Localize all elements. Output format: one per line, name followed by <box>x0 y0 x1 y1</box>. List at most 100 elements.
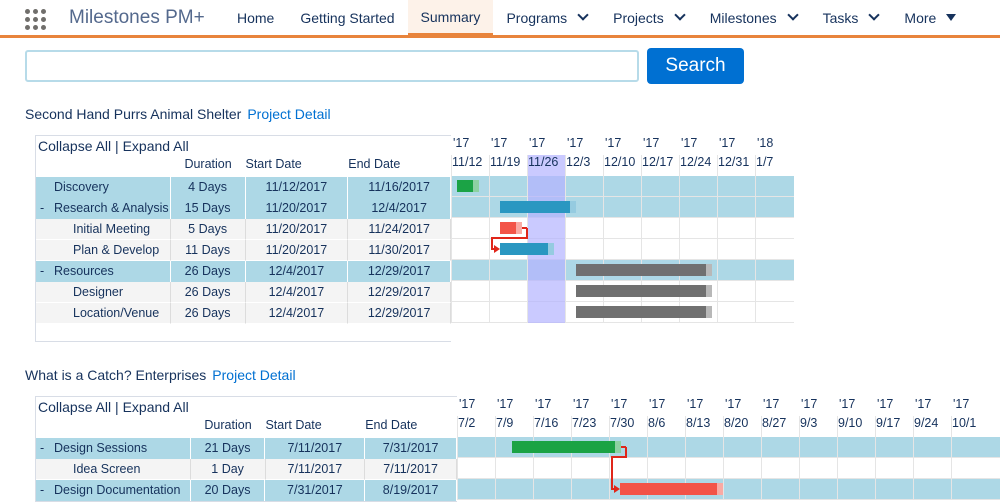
task-name-cell: Initial Meeting <box>36 219 171 240</box>
table-row[interactable]: - Design Documentation 20 Days 7/31/2017 8/1… <box>36 480 457 501</box>
current-week-highlight <box>527 155 565 323</box>
nav-more[interactable]: More <box>891 0 969 35</box>
expand-all-link[interactable]: Expand All <box>122 138 189 154</box>
chevron-down-icon <box>868 9 881 21</box>
app-launcher-grid-icon[interactable] <box>25 9 47 31</box>
table-header-row: Duration Start Date End Date <box>36 156 451 177</box>
gantt-year-label: '17 <box>643 136 660 150</box>
gantt-week-column-line <box>913 416 914 500</box>
nav-projects[interactable]: Projects <box>600 0 697 35</box>
gantt-row-divider <box>451 280 794 281</box>
gantt-week-column-line <box>495 416 496 500</box>
gantt-date-label: 1/7 <box>756 155 774 169</box>
gantt-year-label: '17 <box>605 136 622 150</box>
gantt-date-label: 12/31 <box>718 155 750 169</box>
gantt-task-bar[interactable] <box>576 285 712 297</box>
table-row[interactable]: Discovery 4 Days 11/12/2017 11/16/2017 <box>36 177 451 198</box>
table-row[interactable]: Location/Venue 26 Days 12/4/2017 12/29/2017 <box>36 303 451 324</box>
task-name: Resources <box>54 264 114 278</box>
chevron-down-icon <box>674 9 686 21</box>
gantt-week-column-line <box>761 416 762 500</box>
gantt-task-bar[interactable] <box>512 441 621 453</box>
nav-home[interactable]: Home <box>224 0 287 35</box>
gantt-year-label: '17 <box>491 136 508 150</box>
table-row[interactable]: Initial Meeting 5 Days 11/20/2017 11/24/201… <box>36 219 451 240</box>
nav-milestones-label: Milestones <box>709 9 777 26</box>
gantt-row-divider <box>457 478 1000 479</box>
app-name: Milestones PM+ <box>69 7 205 28</box>
gantt-date-label: 7/2 <box>458 416 476 430</box>
collapse-all-link[interactable]: Collapse All <box>38 138 112 154</box>
gantt-week-column-line <box>603 155 604 323</box>
nav-programs-label: Programs <box>506 9 568 26</box>
gantt-year-label: '17 <box>535 397 552 411</box>
collapse-expand-bar: Collapse All | Expand All <box>36 397 457 417</box>
gantt-chart: '17 11/12 '17 11/19 '17 11/26 '17 12/3 '17 12/10 '… <box>451 135 794 323</box>
nav-milestones[interactable]: Milestones <box>697 0 810 35</box>
gantt-row-divider <box>457 457 1000 458</box>
search-button[interactable]: Search <box>647 48 744 84</box>
gantt-task-bar[interactable] <box>620 483 723 495</box>
nav-getting-started[interactable]: Getting Started <box>287 0 407 35</box>
project-detail-link[interactable]: Project Detail <box>212 367 296 383</box>
gantt-year-label: '17 <box>763 397 780 411</box>
gantt-task-bar[interactable] <box>576 264 712 276</box>
gantt-week-column-line <box>951 416 952 500</box>
nav-summary[interactable]: Summary <box>407 0 494 36</box>
task-duration: 20 Days <box>191 480 266 501</box>
task-duration: 5 Days <box>170 219 246 240</box>
task-end-date: 12/4/2017 <box>348 198 451 219</box>
task-duration: 26 Days <box>171 261 246 282</box>
gantt-year-label: '17 <box>567 136 584 150</box>
nav-tasks[interactable]: Tasks <box>810 0 892 35</box>
table-row[interactable]: - Resources 26 Days 12/4/2017 12/29/2017 <box>36 261 451 282</box>
dependency-link-line <box>491 237 528 239</box>
table-row[interactable]: - Design Sessions 21 Days 7/11/2017 7/31/201… <box>36 438 457 459</box>
gantt-row-divider <box>451 196 794 197</box>
nav-programs[interactable]: Programs <box>493 0 600 35</box>
expand-all-link[interactable]: Expand All <box>122 399 189 415</box>
table-row[interactable]: Designer 26 Days 12/4/2017 12/29/2017 <box>36 282 451 303</box>
table-row[interactable]: Idea Screen 1 Day 7/11/2017 7/11/2017 <box>36 459 457 480</box>
nav-summary-label: Summary <box>420 8 481 25</box>
gantt-row-divider <box>451 301 794 302</box>
gantt-date-label: 12/17 <box>642 155 674 169</box>
gantt-task-bar[interactable] <box>500 222 522 234</box>
collapse-toggle-icon[interactable]: - <box>40 264 45 278</box>
task-duration: 1 Day <box>190 459 266 480</box>
gantt-date-label: 12/24 <box>680 155 712 169</box>
gantt-task-bar[interactable] <box>576 306 712 318</box>
collapse-toggle-icon[interactable]: - <box>40 201 45 215</box>
collapse-all-link[interactable]: Collapse All <box>38 399 112 415</box>
table-row[interactable]: Plan & Develop 11 Days 11/20/2017 11/30/201… <box>36 240 451 261</box>
project-detail-link[interactable]: Project Detail <box>247 106 331 122</box>
task-name: Designer <box>73 285 124 299</box>
gantt-year-label: '17 <box>915 397 932 411</box>
gantt-task-bar[interactable] <box>500 243 554 255</box>
column-header-duration: Duration <box>184 157 232 171</box>
task-start-date: 11/20/2017 <box>245 219 349 240</box>
task-name: Research & Analysis <box>54 201 169 215</box>
gantt-week-column-line <box>451 155 452 323</box>
gantt-row-divider <box>451 259 794 260</box>
gantt-date-label: 8/13 <box>686 416 711 430</box>
column-header-end-date: End Date <box>348 157 401 171</box>
collapse-toggle-icon[interactable]: - <box>40 441 45 455</box>
collapse-toggle-icon[interactable]: - <box>40 483 45 497</box>
gantt-task-bar[interactable] <box>500 201 576 213</box>
task-end-date: 11/16/2017 <box>348 177 451 198</box>
gantt-week-column-line <box>647 416 648 500</box>
gantt-date-label: 9/17 <box>876 416 901 430</box>
gantt-date-label: 12/3 <box>566 155 591 169</box>
table-row[interactable]: - Research & Analysis 15 Days 11/20/2017 12/… <box>36 198 451 219</box>
gantt-date-label: 7/16 <box>534 416 559 430</box>
search-input[interactable] <box>25 50 639 82</box>
gantt-task-bar[interactable] <box>457 180 479 192</box>
gantt-week-column-line <box>875 416 876 500</box>
column-header-end-date: End Date <box>365 418 418 432</box>
caret-down-icon <box>946 14 957 21</box>
task-table: Collapse All | Expand All Duration Start D… <box>35 135 451 342</box>
gantt-week-column-line <box>717 155 718 323</box>
gantt-year-label: '18 <box>757 136 774 150</box>
gantt-week-column-line <box>755 155 756 323</box>
